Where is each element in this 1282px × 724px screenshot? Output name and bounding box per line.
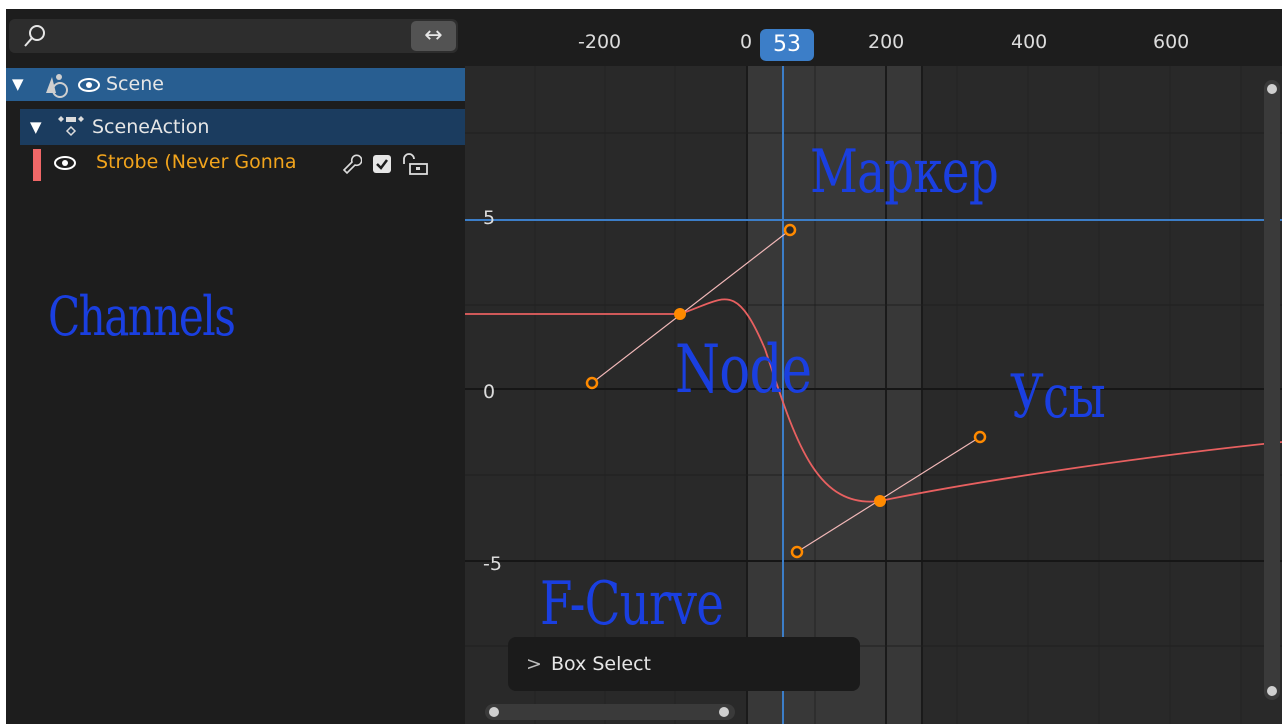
annotation-node: Node [675,331,812,408]
operator-label: Box Select [551,653,651,675]
scroll-handle-start[interactable] [1267,84,1277,94]
action-icon [58,116,84,137]
y-tick: 0 [483,381,496,403]
modifier-wrench-icon[interactable] [340,152,362,174]
annotation-fcurve: F-Curve [540,569,724,639]
expand-triangle-icon[interactable]: ▼ [12,75,24,93]
expand-triangle-icon[interactable]: ▼ [30,118,42,136]
channel-row-scene[interactable]: ▼ Scene [6,68,465,101]
visibility-eye-icon[interactable] [78,78,100,92]
channel-label: Scene [106,73,164,95]
operator-redo-panel[interactable]: > Box Select [508,637,860,691]
channel-row-fcurve[interactable]: Strobe (Never Gonna [6,146,465,181]
annotation-marker: Маркер [810,137,999,207]
ruler-tick: 0 [740,31,753,53]
ruler-tick: 400 [1011,31,1048,53]
lock-open-icon[interactable] [400,152,430,176]
channel-row-action[interactable]: ▼ SceneAction [20,109,465,145]
search-icon [24,25,45,47]
fcurve-color-swatch [33,149,41,181]
vertical-scrollbar[interactable] [1264,80,1280,700]
graph-canvas[interactable] [465,9,1282,724]
annotation-whiskers: Усы [1010,362,1106,432]
frame-ruler[interactable]: -200 0 200 400 600 53 [465,9,1282,66]
scene-icon [46,74,68,98]
fcurve-label: Strobe (Never Gonna [96,151,297,173]
y-tick: -5 [483,553,502,575]
horizontal-scrollbar[interactable] [485,704,735,720]
graph-editor-window: ↔ ▼ Scene ▼ SceneAction [6,9,1282,724]
scroll-handle-start[interactable] [489,707,499,717]
channel-label: SceneAction [92,116,210,138]
ruler-tick: 200 [868,31,905,53]
scroll-handle-end[interactable] [719,707,729,717]
y-tick: 5 [483,207,496,229]
annotation-channels: Channels [48,285,236,348]
chevron-right-icon[interactable]: > [526,653,542,675]
checkbox-checked-icon[interactable] [372,154,392,174]
scroll-handle-end[interactable] [1267,686,1277,696]
search-box[interactable]: ↔ [9,19,458,53]
channels-panel: ↔ ▼ Scene ▼ SceneAction [6,9,465,724]
current-frame-indicator[interactable]: 53 [760,29,814,61]
search-input[interactable] [49,23,403,51]
swap-filter-button[interactable]: ↔ [411,21,456,51]
ruler-tick: -200 [578,31,622,53]
graph-area[interactable]: -200 0 200 400 600 53 5 0 -5 Маркер Node… [465,9,1282,724]
visibility-eye-icon[interactable] [54,156,76,170]
ruler-tick: 600 [1153,31,1190,53]
